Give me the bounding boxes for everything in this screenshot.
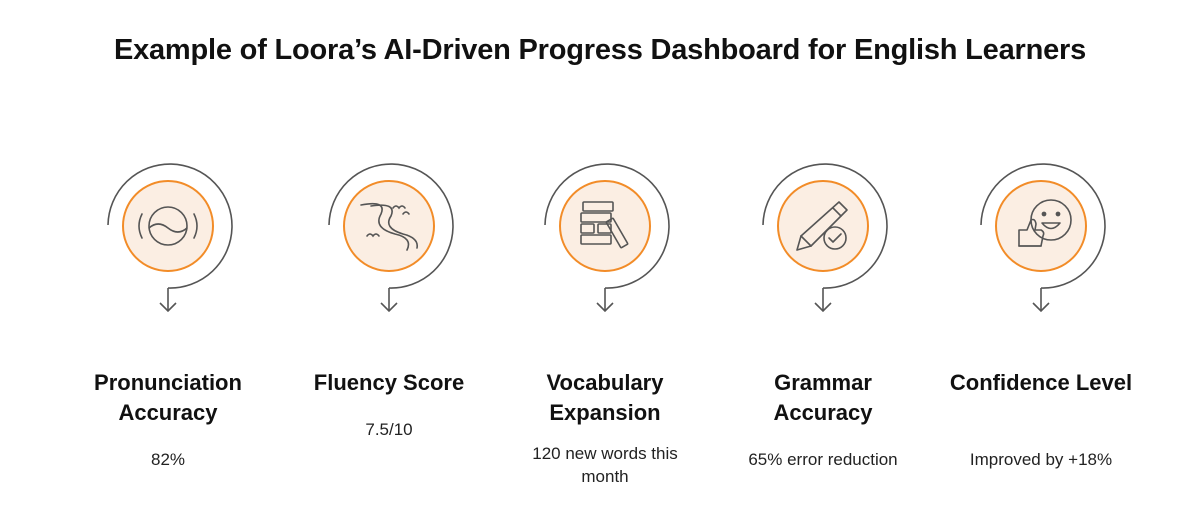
metric-value: 82% [150,450,186,469]
progress-ring [762,163,888,313]
metric-label: Confidence Level [949,370,1133,395]
progress-ring [980,163,1106,313]
metric-fluency: Fluency Score 7.5/10 [289,150,489,439]
metric-value: 120 new words this month [532,444,678,486]
metric-value: 7.5/10 [365,420,413,439]
progress-ring [107,163,233,313]
pencil-check-icon [796,201,848,251]
metric-vocabulary: Vocabulary Expansion 120 new words this … [505,150,705,486]
metric-value: Improved by +18% [969,450,1113,469]
metric-pronunciation: Pronunciation Accuracy 82% [68,150,268,469]
page-title: Example of Loora’s AI-Driven Progress Da… [113,34,1087,66]
progress-ring [328,163,454,313]
metric-grammar: Grammar Accuracy 65% error reduction [723,150,923,469]
metric-label: Grammar Accuracy [773,370,873,425]
metric-label: Fluency Score [313,370,465,395]
metric-value: 65% error reduction [748,450,898,469]
progress-ring [544,163,670,313]
metric-label: Pronunciation Accuracy [94,370,242,425]
metric-confidence: Confidence Level Improved by +18% [941,150,1141,469]
smiley-thumbs-up-icon [1018,199,1072,247]
metric-label: Vocabulary Expansion [546,370,664,425]
building-blocks-icon [580,201,629,249]
speaking-face-icon [138,206,198,246]
river-path-icon [360,202,419,251]
